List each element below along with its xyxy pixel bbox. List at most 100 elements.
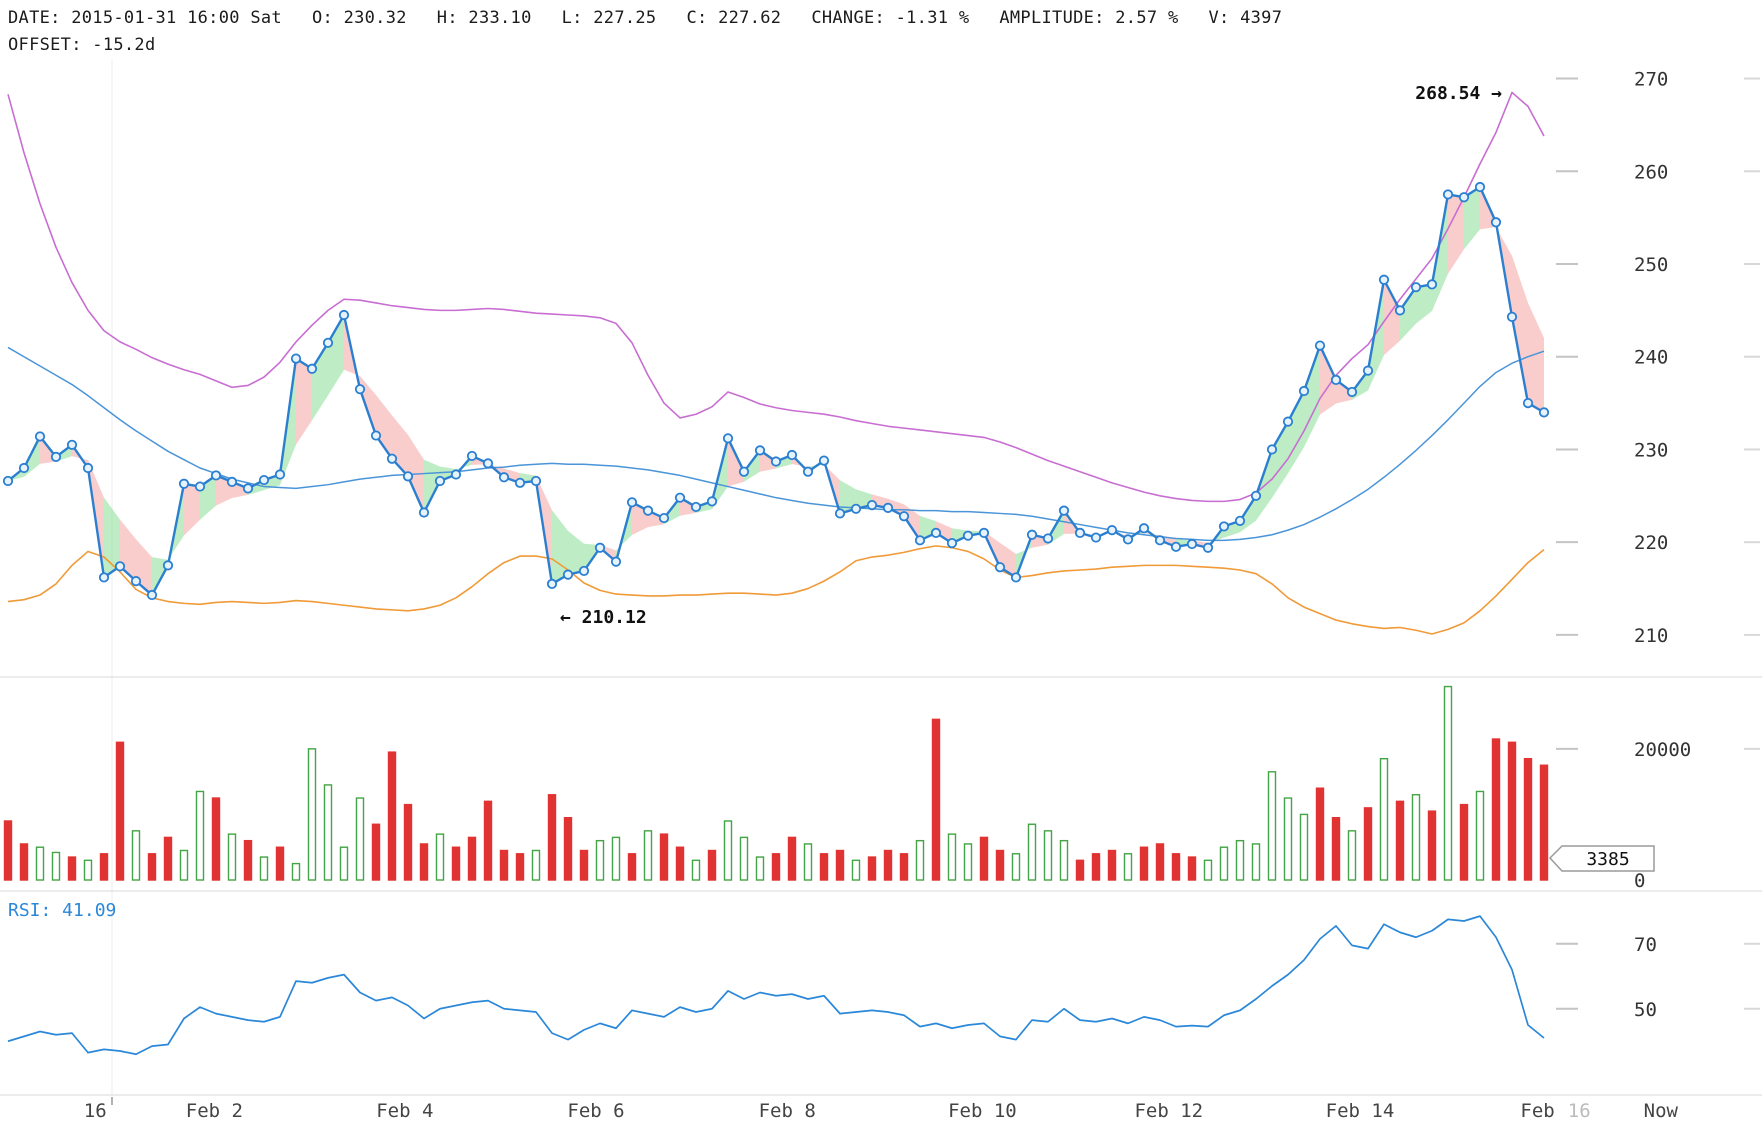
volume-bar-down — [819, 853, 829, 881]
volume-bar-up — [803, 843, 813, 881]
open-value: 230.32 — [343, 8, 407, 28]
volume-bar-down — [243, 839, 253, 881]
volume-bar-down — [3, 820, 13, 881]
x-axis-label: Feb 4 — [376, 1100, 433, 1122]
price-markers — [2, 181, 1550, 601]
date-value: 2015-01-31 16:00 Sat — [71, 8, 282, 28]
header-offset: OFFSET: -15.2d — [8, 35, 156, 55]
x-axis-label: Now — [1644, 1100, 1679, 1122]
volume-bar-up — [435, 833, 445, 881]
volume-bar-down — [1523, 757, 1533, 881]
price-marker — [50, 451, 62, 462]
price-marker — [1474, 181, 1486, 193]
header-high: H: 233.10 — [437, 8, 532, 28]
price-marker — [914, 535, 926, 546]
x-axis-label: 16 — [1568, 1100, 1591, 1122]
volume-bar-up — [963, 843, 973, 881]
price-marker — [66, 439, 78, 450]
price-marker — [722, 433, 734, 444]
price-marker — [1394, 305, 1406, 316]
price-marker — [738, 466, 750, 477]
price-marker — [258, 474, 270, 486]
volume-bar-down — [1075, 859, 1085, 881]
upper-band-line — [7, 91, 1545, 503]
volume-bar-down — [627, 853, 637, 881]
volume-bar-up — [339, 846, 349, 881]
band-segment-up — [1464, 187, 1480, 250]
ohlc-header: DATE: 2015-01-31 16:00 Sat O: 230.32 H: 23… — [8, 5, 1312, 59]
price-axis-label: 240 — [1634, 347, 1668, 369]
volume-bar-up — [947, 833, 957, 881]
volume-bar-down — [67, 856, 77, 881]
price-marker — [962, 530, 974, 541]
band-segment-up — [840, 480, 856, 514]
price-marker — [706, 496, 718, 507]
volume-bar-up — [1283, 797, 1293, 881]
band-segment-down — [888, 498, 904, 517]
band-segment-down — [1384, 279, 1400, 356]
price-marker — [242, 483, 254, 494]
amplitude-value: 2.57 % — [1115, 8, 1179, 28]
price-marker — [130, 576, 142, 587]
volume-bar-down — [1315, 787, 1325, 881]
header-date: DATE: 2015-01-31 16:00 Sat — [8, 8, 282, 28]
price-marker — [770, 456, 782, 467]
close-label: C: — [686, 8, 708, 28]
band-segment-up — [552, 510, 568, 584]
volume-bar-down — [499, 849, 509, 881]
volume-bar-down — [403, 803, 413, 881]
volume-bar-up — [611, 836, 621, 881]
volume-bar-down — [659, 833, 669, 881]
price-marker — [98, 572, 110, 583]
price-marker — [194, 481, 206, 492]
price-marker — [146, 589, 158, 601]
volume-bar-down — [931, 718, 941, 881]
volume-bar-up — [131, 830, 141, 881]
volume-bar-up — [1251, 843, 1261, 881]
price-axis-label: 260 — [1634, 161, 1668, 183]
volume-bar-up — [1027, 823, 1037, 881]
price-axis-label: 230 — [1634, 439, 1668, 461]
price-marker — [370, 430, 382, 441]
volume-bar-down — [707, 849, 717, 881]
price-marker — [994, 562, 1006, 573]
volume-bar-down — [835, 849, 845, 881]
volume-bar-down — [419, 843, 429, 881]
band-segment-up — [1416, 284, 1432, 324]
volume-bar-down — [1427, 810, 1437, 881]
volume-bar-down — [467, 836, 477, 881]
band-segment-up — [312, 342, 328, 421]
x-axis-label: Feb 12 — [1134, 1100, 1203, 1122]
volume-bar-down — [99, 853, 109, 881]
header-low: L: 227.25 — [562, 8, 657, 28]
volume-bar-down — [1187, 856, 1197, 881]
volume-bar-up — [1267, 771, 1277, 881]
price-marker — [866, 499, 878, 511]
volume-bar-up — [915, 839, 925, 881]
volume-bar-up — [1123, 853, 1133, 881]
band-segment-down — [648, 510, 664, 528]
x-axis-label: Feb 8 — [759, 1100, 816, 1122]
volume-bar-up — [1347, 830, 1357, 881]
price-marker — [274, 469, 286, 480]
volume-bar-up — [195, 790, 205, 881]
high-label: H: — [436, 8, 458, 28]
volume-bar-up — [723, 820, 733, 881]
price-marker — [1522, 397, 1534, 409]
header-open: O: 230.32 — [312, 8, 407, 28]
volume-bar-up — [355, 797, 365, 881]
volume-bar-up — [1475, 790, 1485, 881]
price-marker — [418, 507, 430, 518]
price-marker — [34, 431, 46, 442]
price-marker — [1250, 490, 1262, 501]
price-marker — [450, 469, 462, 480]
volume-bar-down — [451, 846, 461, 881]
volume-bar-up — [83, 859, 93, 881]
volume-bar-down — [547, 794, 557, 881]
volume-bar-up — [691, 859, 701, 881]
x-axis-label: Feb 2 — [186, 1100, 243, 1122]
price-marker — [978, 527, 990, 539]
volume-bar-down — [387, 751, 397, 881]
